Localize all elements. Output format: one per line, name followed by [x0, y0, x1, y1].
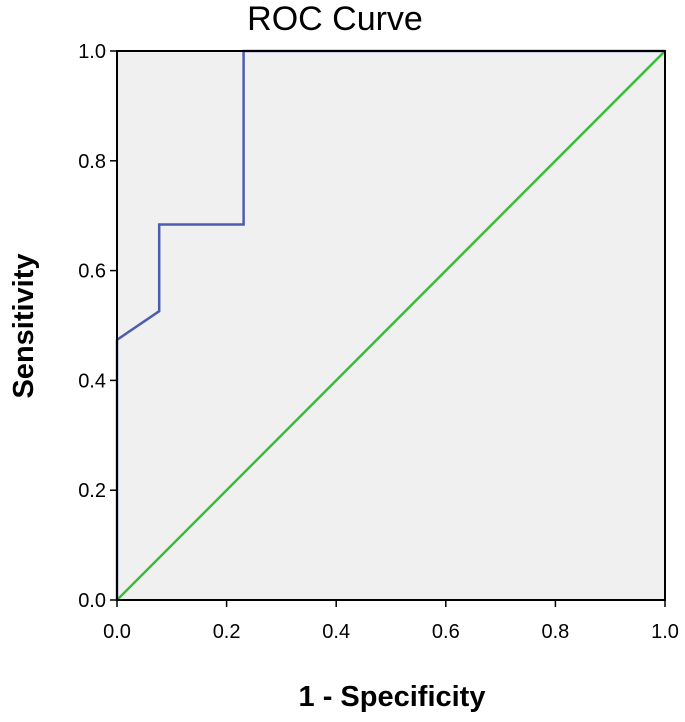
reference-diagonal-line: [116, 50, 666, 601]
y-tick-label: 0.8: [78, 151, 106, 173]
x-axis-label: 1 - Specificity: [299, 681, 486, 713]
x-tick-label: 0.0: [103, 621, 131, 643]
y-tick-label: 1.0: [78, 41, 106, 63]
chart-title: ROC Curve: [247, 0, 423, 38]
y-tick-label: 0.2: [78, 480, 106, 502]
x-tick-label: 0.8: [541, 621, 569, 643]
x-tick-label: 0.4: [322, 621, 350, 643]
x-tick-label: 0.2: [213, 621, 241, 643]
y-tick-label: 0.0: [78, 590, 106, 612]
x-tick-label: 1.0: [651, 621, 679, 643]
y-tick-label: 0.6: [78, 261, 106, 283]
y-tick-label: 0.4: [78, 370, 106, 392]
y-axis-label: Sensitivity: [8, 253, 40, 398]
x-tick-label: 0.6: [432, 621, 460, 643]
plot-frame: [116, 50, 666, 601]
